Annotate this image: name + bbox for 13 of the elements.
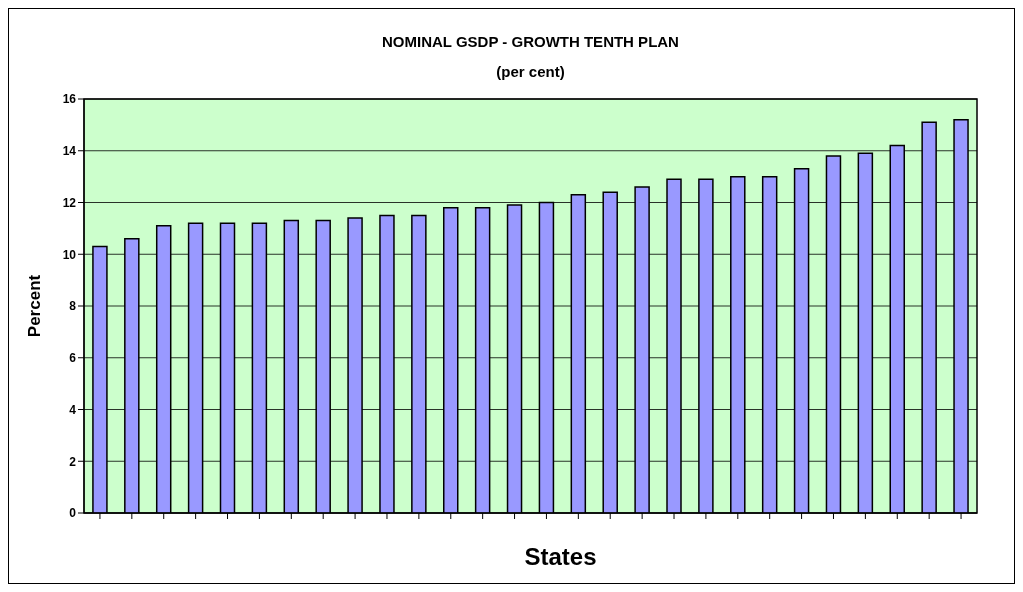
y-tick-label: 6 <box>69 351 77 366</box>
y-tick-label: 14 <box>62 144 77 159</box>
y-tick-label: 12 <box>62 195 77 210</box>
x-axis-title: States <box>524 543 597 570</box>
chart-title: NOMINAL GSDP - GROWTH TENTH PLAN <box>382 33 679 50</box>
y-tick-label: 0 <box>69 506 77 521</box>
y-tick-label: 10 <box>62 247 77 262</box>
chart-subtitle: (per cent) <box>496 63 565 80</box>
y-tick-label: 4 <box>69 402 77 417</box>
y-tick-label: 16 <box>62 92 77 107</box>
y-tick-label: 2 <box>69 454 77 469</box>
y-axis-title: Percent <box>25 274 44 338</box>
y-tick-label: 8 <box>69 299 77 314</box>
